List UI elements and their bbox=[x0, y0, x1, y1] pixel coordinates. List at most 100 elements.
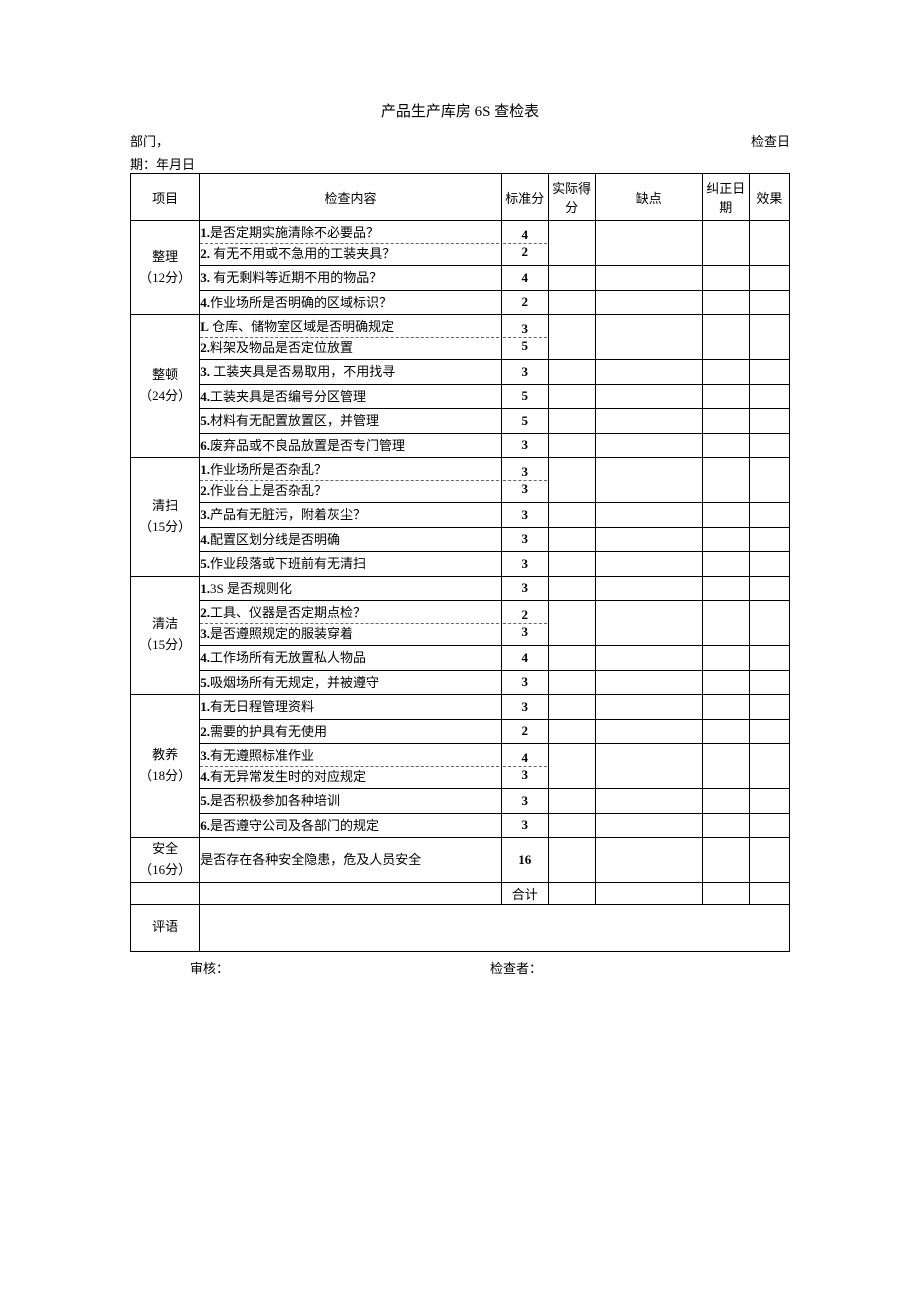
defect bbox=[595, 221, 702, 266]
std-score: 3 bbox=[501, 360, 548, 385]
total-content bbox=[200, 882, 502, 904]
std-score: 35 bbox=[501, 315, 548, 360]
col-proj: 项目 bbox=[131, 174, 200, 221]
defect bbox=[595, 552, 702, 577]
col-content: 检查内容 bbox=[200, 174, 502, 221]
header-row: 部门， 检查日 bbox=[130, 131, 790, 150]
comment-row: 评语 bbox=[131, 904, 790, 951]
table-row: 整顿（24分）L 仓库、储物室区域是否明确规定2.料架及物品是否定位放置35 bbox=[131, 315, 790, 360]
correction-date bbox=[702, 384, 749, 409]
std-score: 4 bbox=[501, 646, 548, 671]
check-content: 3.有无遵照标准作业4.有无异常发生时的对应规定 bbox=[200, 744, 502, 789]
correction-date bbox=[702, 744, 749, 789]
correction-date bbox=[702, 266, 749, 291]
check-content: 1.是否定期实施清除不必要品？2. 有无不用或不急用的工装夹具？ bbox=[200, 221, 502, 266]
check-content: 是否存在各种安全隐患，危及人员安全 bbox=[200, 838, 502, 883]
table-row: 6.废弃品或不良品放置是否专门管理3 bbox=[131, 433, 790, 458]
effect bbox=[749, 409, 789, 434]
check-content: 1.作业场所是否杂乱？2.作业台上是否杂乱？ bbox=[200, 458, 502, 503]
actual-score bbox=[548, 290, 595, 315]
total-date bbox=[702, 882, 749, 904]
actual-score bbox=[548, 503, 595, 528]
std-score: 3 bbox=[501, 552, 548, 577]
actual-score bbox=[548, 266, 595, 291]
defect bbox=[595, 433, 702, 458]
std-score: 3 bbox=[501, 670, 548, 695]
defect bbox=[595, 838, 702, 883]
comment-label: 评语 bbox=[131, 904, 200, 951]
correction-date bbox=[702, 789, 749, 814]
check-content: 1.3S 是否规则化 bbox=[200, 576, 502, 601]
actual-score bbox=[548, 576, 595, 601]
check-content: 2.需要的护具有无使用 bbox=[200, 719, 502, 744]
correction-date bbox=[702, 646, 749, 671]
effect bbox=[749, 813, 789, 838]
table-row: 清洁（15分）1.3S 是否规则化3 bbox=[131, 576, 790, 601]
dept-label: 部门， bbox=[130, 131, 169, 150]
correction-date bbox=[702, 601, 749, 646]
check-content: 5.是否积极参加各种培训 bbox=[200, 789, 502, 814]
check-content: 5.吸烟场所有无规定，并被遵守 bbox=[200, 670, 502, 695]
correction-date bbox=[702, 221, 749, 266]
correction-date bbox=[702, 719, 749, 744]
table-row: 3.产品有无脏污，附着灰尘？3 bbox=[131, 503, 790, 528]
check-content: 5.材料有无配置放置区，并管理 bbox=[200, 409, 502, 434]
std-score: 3 bbox=[501, 503, 548, 528]
col-std: 标准分 bbox=[501, 174, 548, 221]
total-label: 合计 bbox=[501, 882, 548, 904]
table-row: 教养（18分）1.有无日程管理资料3 bbox=[131, 695, 790, 720]
actual-score bbox=[548, 458, 595, 503]
col-actual: 实际得分 bbox=[548, 174, 595, 221]
table-row: 5.作业段落或下班前有无清扫3 bbox=[131, 552, 790, 577]
correction-date bbox=[702, 409, 749, 434]
effect bbox=[749, 838, 789, 883]
std-score: 3 bbox=[501, 576, 548, 601]
std-score: 3 bbox=[501, 433, 548, 458]
effect bbox=[749, 458, 789, 503]
check-content: 2.工具、仪器是否定期点检？3.是否遵照规定的服装穿着 bbox=[200, 601, 502, 646]
section-name: 清洁（15分） bbox=[131, 576, 200, 695]
actual-score bbox=[548, 646, 595, 671]
table-row: 4.作业场所是否明确的区域标识？2 bbox=[131, 290, 790, 315]
reviewer-label: 审核： bbox=[190, 958, 490, 977]
actual-score bbox=[548, 838, 595, 883]
std-score: 43 bbox=[501, 744, 548, 789]
check-content: 5.作业段落或下班前有无清扫 bbox=[200, 552, 502, 577]
total-defect bbox=[595, 882, 702, 904]
effect bbox=[749, 552, 789, 577]
defect bbox=[595, 458, 702, 503]
table-row: 3. 工装夹具是否易取用，不用找寻3 bbox=[131, 360, 790, 385]
defect bbox=[595, 527, 702, 552]
defect bbox=[595, 384, 702, 409]
correction-date bbox=[702, 838, 749, 883]
table-row: 清扫（15分）1.作业场所是否杂乱？2.作业台上是否杂乱？33 bbox=[131, 458, 790, 503]
correction-date bbox=[702, 458, 749, 503]
effect bbox=[749, 576, 789, 601]
defect bbox=[595, 290, 702, 315]
correction-date bbox=[702, 552, 749, 577]
table-row: 5.是否积极参加各种培训3 bbox=[131, 789, 790, 814]
defect bbox=[595, 503, 702, 528]
table-row: 4.配置区划分线是否明确3 bbox=[131, 527, 790, 552]
effect bbox=[749, 527, 789, 552]
actual-score bbox=[548, 527, 595, 552]
col-defect: 缺点 bbox=[595, 174, 702, 221]
actual-score bbox=[548, 552, 595, 577]
correction-date bbox=[702, 695, 749, 720]
effect bbox=[749, 290, 789, 315]
check-content: 1.有无日程管理资料 bbox=[200, 695, 502, 720]
correction-date bbox=[702, 290, 749, 315]
actual-score bbox=[548, 789, 595, 814]
checklist-table: 项目 检查内容 标准分 实际得分 缺点 纠正日期 效果 整理（12分）1.是否定… bbox=[130, 173, 790, 952]
std-score: 42 bbox=[501, 221, 548, 266]
defect bbox=[595, 601, 702, 646]
actual-score bbox=[548, 695, 595, 720]
actual-score bbox=[548, 221, 595, 266]
correction-date bbox=[702, 576, 749, 601]
effect bbox=[749, 719, 789, 744]
total-proj bbox=[131, 882, 200, 904]
table-row: 6.是否遵守公司及各部门的规定3 bbox=[131, 813, 790, 838]
defect bbox=[595, 695, 702, 720]
actual-score bbox=[548, 719, 595, 744]
correction-date bbox=[702, 527, 749, 552]
